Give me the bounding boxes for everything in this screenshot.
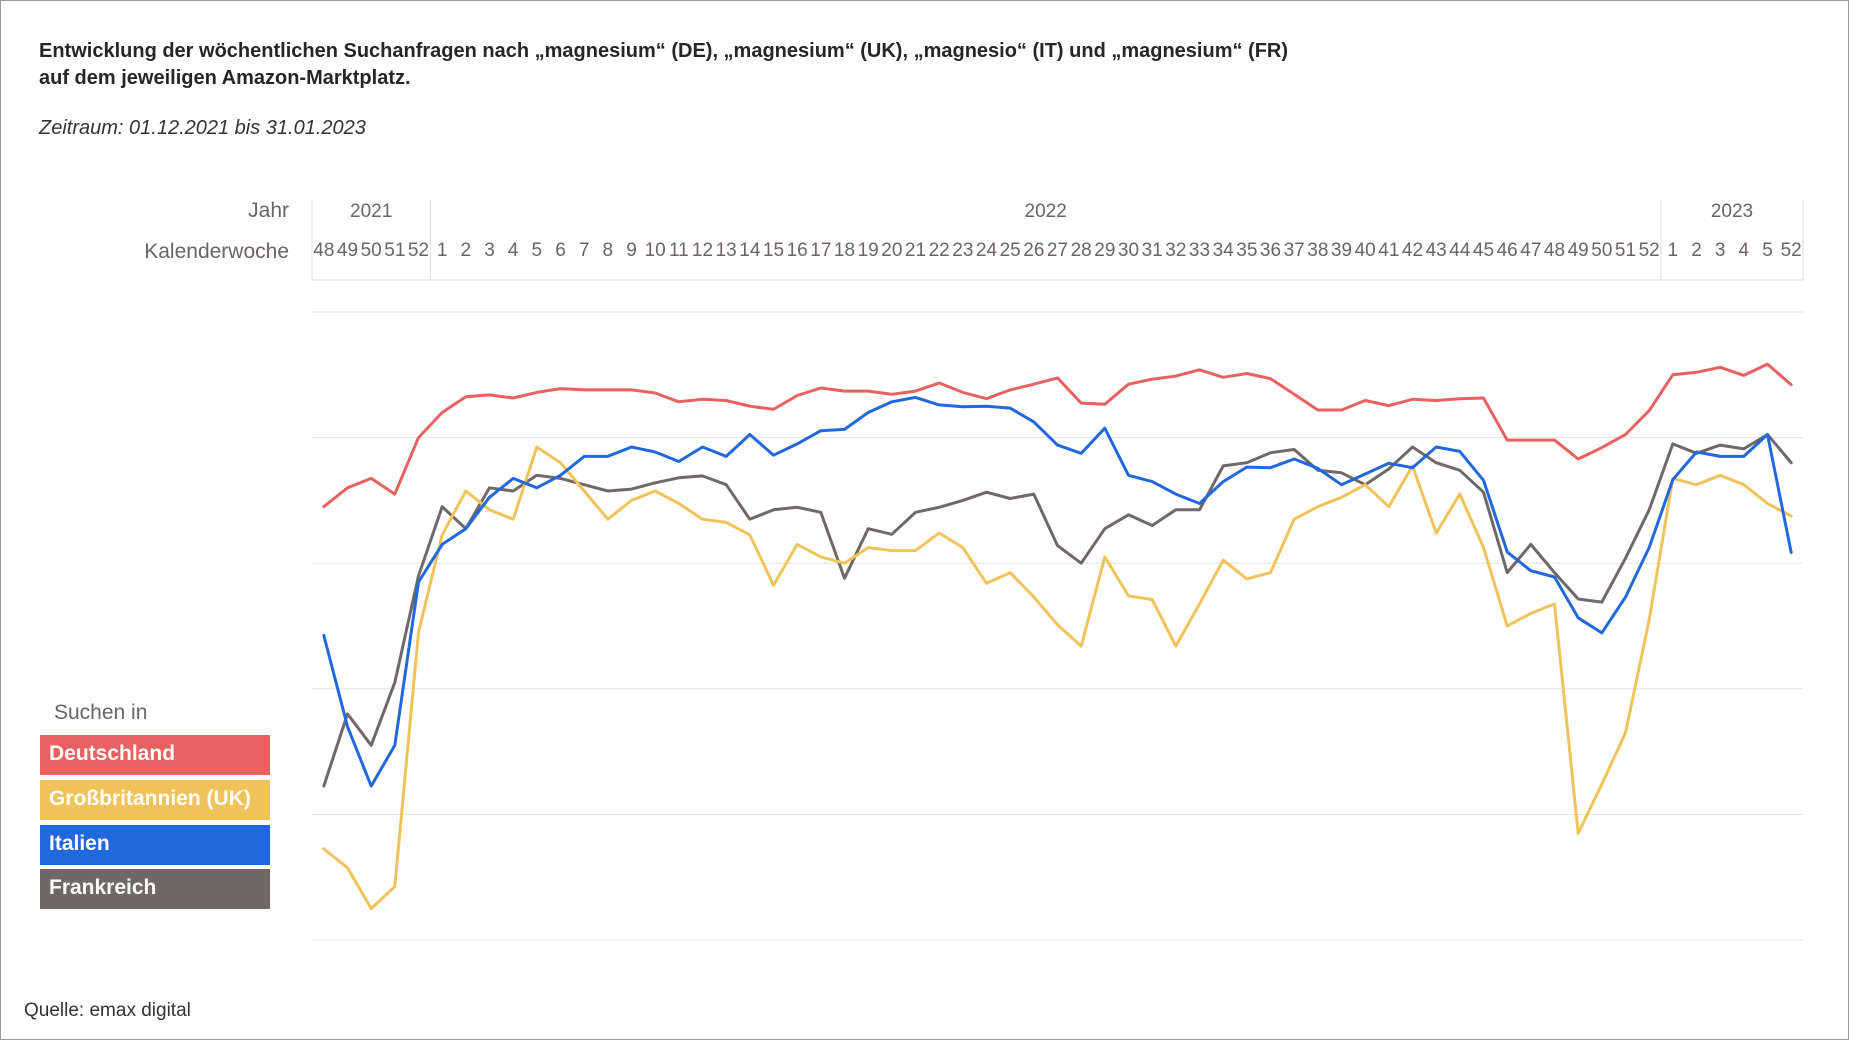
year-row-label: Jahr [248,199,289,222]
week-tick-label: 10 [645,240,666,261]
series-line-deutschland [322,362,1793,509]
week-tick-label: 46 [1497,240,1518,261]
week-tick-label: 19 [858,240,879,261]
legend-item-italien: Italien [40,825,270,865]
week-tick-label: 44 [1449,240,1471,261]
week-tick-label: 14 [739,240,761,261]
week-tick-label: 41 [1378,240,1399,261]
week-tick-label: 3 [1715,240,1726,261]
series-line-gro-britannien-uk [322,445,1793,911]
week-tick-label: 51 [384,240,405,261]
week-tick-label: 17 [810,240,831,261]
week-tick-label: 34 [1213,240,1235,261]
week-tick-label: 13 [716,240,737,261]
week-tick-label: 6 [555,240,566,261]
chart-title-line1: Entwicklung der wöchentlichen Suchanfrag… [39,40,1289,62]
week-tick-label: 27 [1047,240,1068,261]
week-tick-label: 7 [579,240,590,261]
chart-subtitle: Zeitraum: 01.12.2021 bis 31.01.2023 [39,117,366,139]
week-tick-label: 50 [361,240,382,261]
year-label-2021: 2021 [350,201,392,222]
week-tick-label: 18 [834,240,855,261]
week-tick-label: 5 [1762,240,1773,261]
week-tick-label: 52 [1781,240,1802,261]
week-tick-label: 39 [1331,240,1352,261]
week-tick-label: 22 [929,240,950,261]
chart-title-line2: auf dem jeweiligen Amazon-Marktplatz. [39,67,411,89]
week-tick-label: 35 [1236,240,1257,261]
week-tick-label: 9 [626,240,637,261]
week-tick-label: 32 [1165,240,1186,261]
legend-item-deutschland: Deutschland [40,735,270,775]
legend-item-frankreich: Frankreich [40,869,270,909]
week-tick-label: 20 [881,240,902,261]
week-tick-label: 26 [1023,240,1044,261]
legend-item-grossbritannien: Großbritannien (UK) [40,780,270,820]
week-tick-label: 15 [763,240,784,261]
year-label-2023: 2023 [1711,201,1753,222]
week-tick-label: 37 [1284,240,1305,261]
week-tick-label: 42 [1402,240,1423,261]
week-tick-label: 21 [905,240,926,261]
week-tick-label: 48 [1544,240,1565,261]
source-note: Quelle: emax digital [24,1000,191,1021]
week-tick-label: 33 [1189,240,1210,261]
week-tick-label: 12 [692,240,713,261]
week-tick-label: 8 [603,240,614,261]
week-tick-label: 28 [1071,240,1092,261]
week-tick-label: 16 [787,240,808,261]
week-tick-label: 49 [337,240,358,261]
week-tick-label: 4 [1739,240,1750,261]
week-tick-label: 3 [484,240,495,261]
week-tick-label: 38 [1307,240,1328,261]
week-tick-label: 51 [1615,240,1636,261]
week-tick-label: 40 [1355,240,1376,261]
week-tick-label: 1 [1668,240,1679,261]
week-row-label: Kalenderwoche [144,240,289,263]
week-tick-label: 48 [313,240,334,261]
week-tick-label: 1 [437,240,448,261]
week-tick-label: 24 [976,240,998,261]
week-tick-label: 4 [508,240,519,261]
week-tick-label: 43 [1426,240,1447,261]
week-tick-label: 45 [1473,240,1494,261]
week-tick-label: 2 [1691,240,1702,261]
legend-title: Suchen in [54,701,148,724]
week-tick-label: 52 [1639,240,1660,261]
week-tick-label: 50 [1591,240,1612,261]
week-tick-label: 2 [461,240,472,261]
series-line-frankreich [322,433,1793,788]
week-tick-label: 36 [1260,240,1281,261]
week-tick-label: 11 [669,240,689,261]
week-tick-label: 23 [952,240,973,261]
week-tick-label: 49 [1568,240,1589,261]
week-tick-label: 47 [1520,240,1541,261]
series-line-italien [322,395,1793,788]
year-label-2022: 2022 [1025,201,1067,222]
week-tick-label: 30 [1118,240,1139,261]
week-tick-label: 29 [1094,240,1115,261]
week-tick-label: 25 [1000,240,1021,261]
week-tick-label: 52 [408,240,429,261]
week-tick-label: 5 [532,240,543,261]
week-tick-label: 31 [1142,240,1163,261]
